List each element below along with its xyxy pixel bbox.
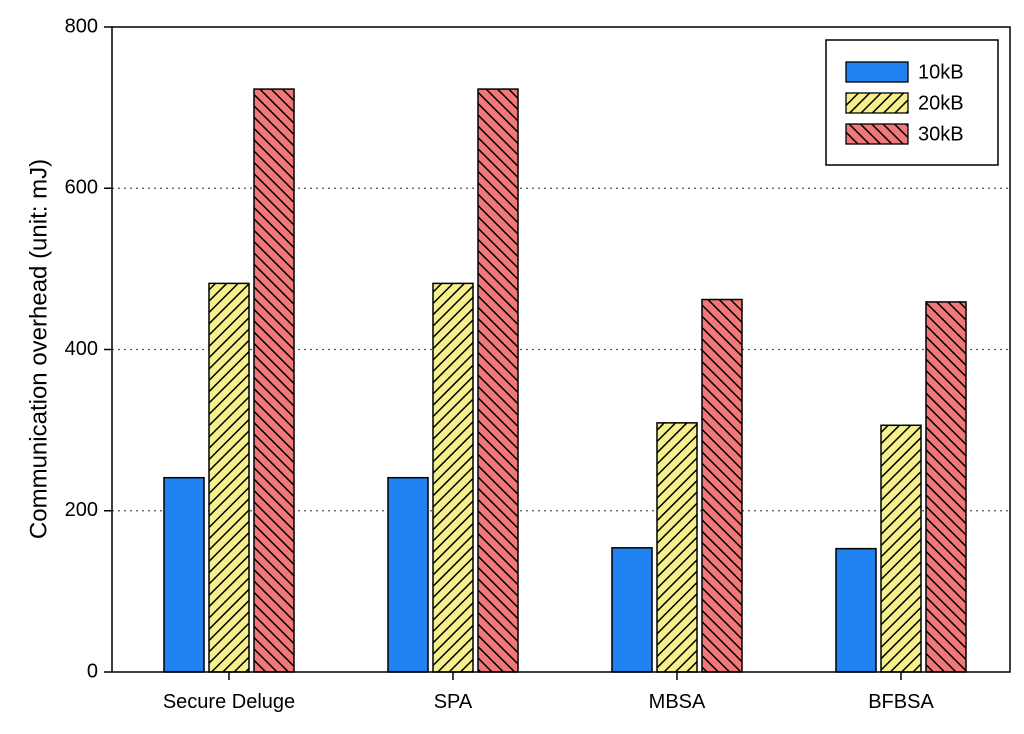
bar-30kB-mbsa <box>701 298 743 673</box>
bar-10kB-secure-deluge <box>163 476 205 673</box>
bars <box>163 88 967 673</box>
legend-swatch-30kB <box>845 123 909 145</box>
y-axis-title: Communication overhead (unit: mJ) <box>25 159 52 539</box>
bar-20kB-secure-deluge <box>208 282 250 673</box>
bar-20kB-bfbsa <box>880 424 922 673</box>
bar-10kB-bfbsa <box>835 547 877 673</box>
y-tick-label: 800 <box>65 15 98 37</box>
bar-10kB-spa <box>387 476 429 673</box>
bar-30kB-secure-deluge <box>253 88 295 673</box>
legend-swatch-10kB <box>845 61 909 83</box>
bar-10kB-mbsa <box>611 547 653 673</box>
legend-swatch-20kB <box>845 92 909 114</box>
x-axis-labels: Secure Deluge SPA MBSA BFBSA <box>163 672 934 713</box>
legend-label: 20kB <box>918 92 964 114</box>
legend-label: 10kB <box>918 61 964 83</box>
y-tick-label: 0 <box>87 660 98 682</box>
y-tick-label: 200 <box>65 499 98 521</box>
x-tick-label: BFBSA <box>868 691 934 713</box>
x-tick-label: Secure Deluge <box>163 691 295 713</box>
x-tick-label: SPA <box>434 691 473 713</box>
y-axis-ticks: 0 200 400 600 800 <box>65 15 112 682</box>
y-tick-label: 400 <box>65 338 98 360</box>
x-tick-label: MBSA <box>649 691 706 713</box>
bar-20kB-mbsa <box>656 422 698 673</box>
bar-20kB-spa <box>432 282 474 673</box>
y-tick-label: 600 <box>65 177 98 199</box>
bar-30kB-bfbsa <box>925 301 967 673</box>
legend: 10kB 20kB 30kB <box>825 39 999 166</box>
legend-label: 30kB <box>918 123 964 145</box>
bar-30kB-spa <box>477 88 519 673</box>
